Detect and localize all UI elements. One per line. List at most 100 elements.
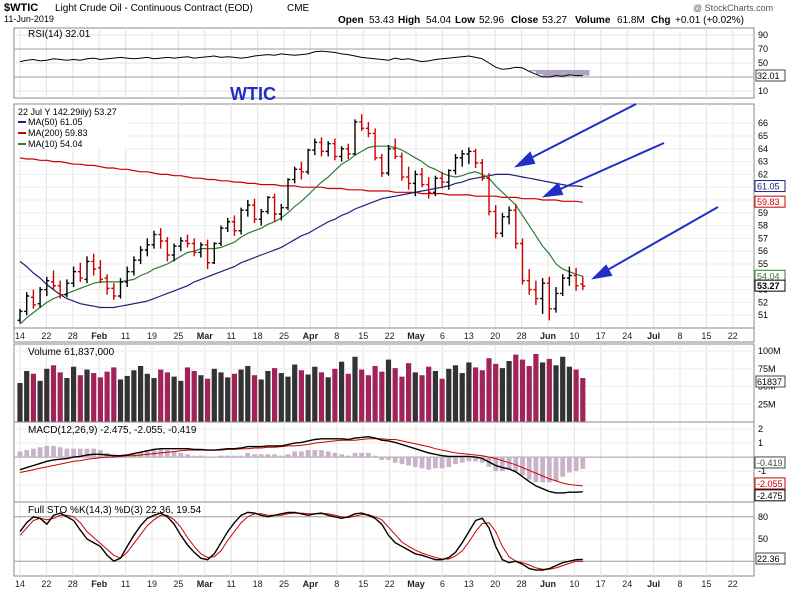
ohlc-bar <box>540 278 546 314</box>
volume-bar <box>251 375 258 422</box>
ohlc-bar <box>131 256 137 276</box>
macd-histogram-bar <box>258 454 264 458</box>
ohlc-bar <box>459 150 465 167</box>
volume-bar <box>526 365 532 422</box>
volume-bar <box>332 368 338 422</box>
x-axis-bottom-tick: 8 <box>677 579 682 589</box>
arrow-2-head <box>542 182 564 198</box>
x-axis-top-tick: Feb <box>91 331 108 341</box>
volume-bar <box>546 358 552 422</box>
sto-axis-tick: 80 <box>758 512 768 522</box>
volume-bar <box>64 378 70 422</box>
volume-bar <box>339 361 345 422</box>
macd-histogram-bar <box>218 455 224 458</box>
volume-bar <box>218 372 224 422</box>
volume-bar <box>379 371 385 422</box>
volume-bar <box>446 368 452 422</box>
volume-bar <box>71 366 77 422</box>
macd-histogram-bar <box>252 454 257 458</box>
arrow-1-head <box>514 151 536 168</box>
volume-bar <box>519 359 526 422</box>
price-last-label: 59.83 <box>757 197 780 207</box>
volume-bar <box>171 376 177 422</box>
macd-histogram-bar <box>191 455 197 458</box>
ohlc-bar <box>164 237 170 262</box>
volume-axis-tick: 25M <box>758 399 776 409</box>
volume-last-value: 61837 <box>757 377 782 387</box>
macd-histogram-bar <box>386 457 391 460</box>
macd-axis-tick: 2 <box>758 424 763 434</box>
macd-histogram-bar <box>392 457 398 463</box>
macd-histogram-bar <box>560 457 566 477</box>
volume-bar <box>406 363 412 422</box>
volume-bar <box>91 373 97 422</box>
ohlc-bar <box>245 200 251 217</box>
ohlc-bar <box>64 279 70 298</box>
ohlc-bar <box>560 274 566 296</box>
x-axis-bottom: 14 22 28 Feb 11 19 25 Mar 11 18 25 Apr 8 15 22 May 6 13 20… <box>15 579 738 589</box>
macd-histogram-bar <box>406 457 411 466</box>
macd-histogram-bar <box>299 451 304 458</box>
ohlc-bar <box>298 161 304 180</box>
svg-text:52.96: 52.96 <box>479 15 504 26</box>
x-axis-bottom-tick: 17 <box>596 579 606 589</box>
x-axis-top-tick: May <box>407 331 425 341</box>
chart-title-wtic: WTIC <box>230 84 276 104</box>
x-axis-top-tick: 22 <box>728 331 738 341</box>
instrument-name: Light Crude Oil - Continuous Contract (E… <box>55 3 253 14</box>
volume-bar <box>419 375 425 422</box>
x-axis-top-tick: 15 <box>358 331 368 341</box>
x-axis-bottom-tick: 14 <box>15 579 25 589</box>
x-axis-top-tick: 13 <box>464 331 474 341</box>
ohlc-bar <box>372 128 378 161</box>
macd-histogram-bar <box>57 447 63 458</box>
volume-bar <box>278 373 284 422</box>
macd-axis-tick: 1 <box>758 438 763 448</box>
ohlc-bar <box>379 153 385 177</box>
price-last-box <box>754 180 786 193</box>
macd-histogram-bar <box>466 457 472 462</box>
volume-bar <box>513 354 519 422</box>
macd-histogram-bar <box>31 448 36 458</box>
ohlc-bar <box>191 238 197 257</box>
macd-histogram-bar <box>546 457 552 483</box>
symbol-label: $WTIC <box>4 2 38 14</box>
ohlc-bar <box>439 171 445 189</box>
volume-bar <box>359 369 365 422</box>
macd-panel: -2-112 MACD(12,26,9) -2.475, -2.055, -0.… <box>13 421 786 503</box>
volume-bar <box>439 378 445 422</box>
rsi-axis-tick: 10 <box>758 86 768 96</box>
svg-text:High: High <box>398 15 420 26</box>
ohlc-bar <box>419 168 425 188</box>
arrow-2 <box>555 142 665 192</box>
svg-text:Chg: Chg <box>651 15 670 26</box>
volume-bar <box>50 365 57 422</box>
volume-bar <box>198 375 204 422</box>
macd-histogram-bar <box>526 457 532 480</box>
macd-histogram-bar <box>312 450 318 458</box>
macd-histogram-bar <box>232 455 237 458</box>
svg-text:Low: Low <box>455 15 475 26</box>
volume-bar <box>24 370 30 422</box>
ohlc-bar <box>412 170 418 197</box>
ohlc-bar <box>30 289 36 309</box>
ohlc-bar <box>77 262 83 282</box>
volume-bar <box>184 367 191 422</box>
price-panel: 51525354555657585960616263646566 WTIC 22… <box>13 84 786 329</box>
watermark: @ StockCharts.com <box>693 3 773 13</box>
x-axis-top-tick: Jul <box>647 331 660 341</box>
ohlc-bar <box>553 287 559 313</box>
volume-bar <box>452 365 459 422</box>
macd-histogram-bar <box>272 454 277 458</box>
macd-histogram-bar <box>24 450 30 458</box>
macd-histogram-bar <box>419 457 425 469</box>
svg-text:53.27: 53.27 <box>542 15 567 26</box>
ohlc-bar <box>272 193 278 222</box>
annotation-arrows <box>514 103 719 280</box>
volume-bar <box>412 372 418 422</box>
x-axis-bottom-tick: 19 <box>147 579 157 589</box>
ohlc-bar <box>24 292 30 316</box>
ohlc-bar <box>473 148 479 168</box>
volume-bar <box>506 361 512 422</box>
macd-last-box <box>754 477 786 490</box>
